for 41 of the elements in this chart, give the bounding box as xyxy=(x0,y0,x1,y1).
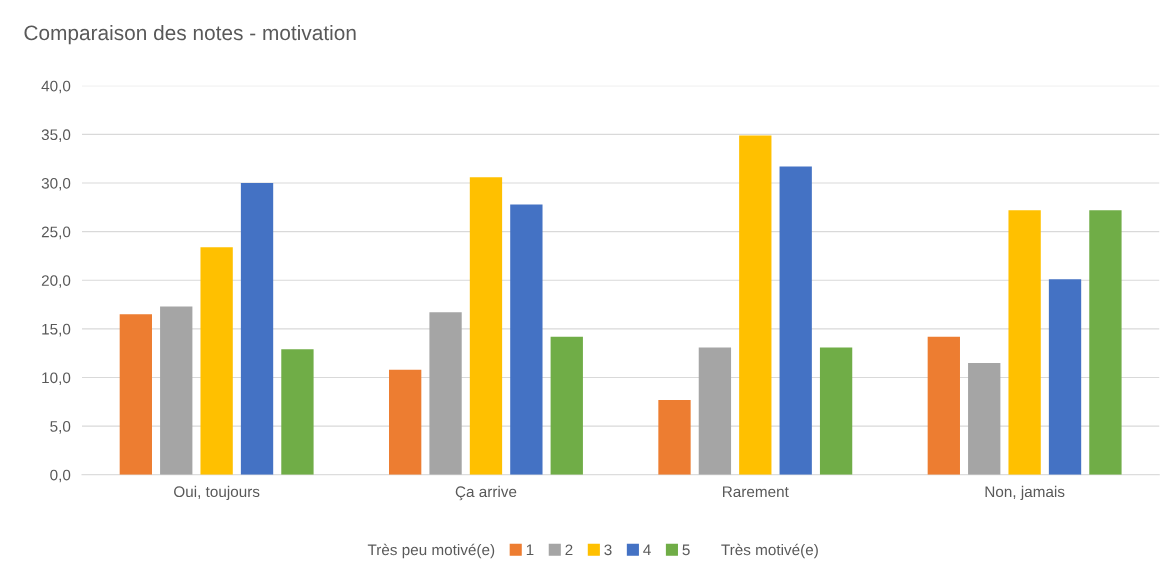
y-tick-label: 5,0 xyxy=(50,421,71,434)
y-tick-label: 15,0 xyxy=(42,323,71,337)
bar xyxy=(1008,210,1041,475)
bar xyxy=(927,336,960,475)
legend-label: 4 xyxy=(643,544,651,556)
y-tick-label: 10,0 xyxy=(42,372,71,386)
legend-label: 2 xyxy=(565,544,573,556)
bar xyxy=(469,177,503,475)
bar xyxy=(658,399,691,475)
bar xyxy=(510,204,543,475)
bar xyxy=(698,347,732,475)
chart-title: Comparaison des notes - motivation xyxy=(24,24,356,45)
y-tick-label: 40,0 xyxy=(41,80,71,94)
y-tick-label: 0,0 xyxy=(50,469,71,483)
bar xyxy=(550,336,583,475)
x-tick-label: Rarement xyxy=(723,486,789,498)
bar xyxy=(779,166,812,475)
legend-title: Très peu motivé(e) xyxy=(367,543,495,559)
bar xyxy=(119,314,152,475)
text: Très motivé(e) xyxy=(721,543,818,559)
x-tick-label: Non, jamais xyxy=(985,485,1065,501)
bar xyxy=(968,362,1001,475)
y-tick-label: 35,0 xyxy=(41,129,71,142)
bar xyxy=(240,183,274,475)
bar xyxy=(389,369,422,475)
bar xyxy=(1089,210,1122,475)
bar xyxy=(739,135,772,475)
legend-label: 3 xyxy=(604,544,612,556)
x-tick-label: Oui, toujours xyxy=(174,485,260,501)
bar xyxy=(200,247,233,475)
y-tick-label: 20,0 xyxy=(41,275,71,288)
bar xyxy=(1048,279,1082,475)
bar xyxy=(429,312,462,475)
y-tick-label: 30,0 xyxy=(41,177,71,191)
bar xyxy=(160,306,193,475)
bar xyxy=(281,349,314,475)
bar xyxy=(819,347,853,475)
y-tick-label: 25,0 xyxy=(41,226,71,240)
x-tick-label: Ça arrive xyxy=(455,485,517,501)
legend-label: 5 xyxy=(682,544,690,556)
legend-label: 1 xyxy=(526,544,534,556)
